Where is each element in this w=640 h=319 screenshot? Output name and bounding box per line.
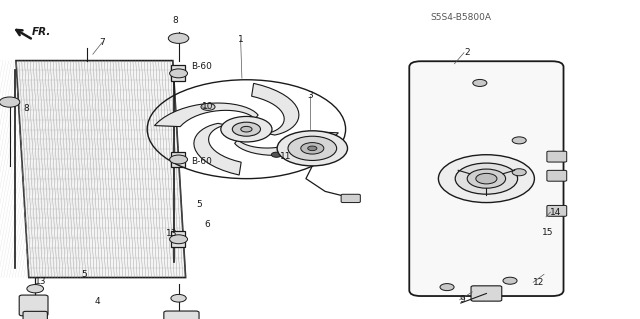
FancyBboxPatch shape	[341, 194, 360, 203]
Text: 10: 10	[202, 102, 214, 111]
Text: 8: 8	[173, 16, 178, 25]
Circle shape	[476, 174, 497, 184]
Text: FR.: FR.	[32, 27, 51, 37]
Circle shape	[0, 97, 20, 107]
Text: 11: 11	[280, 152, 291, 161]
Circle shape	[201, 103, 215, 110]
Circle shape	[221, 116, 272, 142]
Circle shape	[170, 235, 188, 244]
Text: 9: 9	[460, 295, 465, 304]
Text: 7: 7	[100, 38, 105, 47]
Circle shape	[512, 137, 526, 144]
Polygon shape	[194, 123, 241, 175]
Text: 3: 3	[307, 91, 312, 100]
Circle shape	[503, 277, 517, 284]
Text: B-60: B-60	[191, 157, 212, 166]
Text: S5S4-B5800A: S5S4-B5800A	[430, 13, 492, 22]
Circle shape	[277, 131, 348, 166]
Circle shape	[455, 163, 518, 194]
Text: 15: 15	[542, 228, 554, 237]
Polygon shape	[16, 61, 186, 278]
Text: 5: 5	[81, 271, 87, 279]
Text: 6: 6	[205, 220, 211, 229]
Text: 2: 2	[464, 48, 470, 57]
Circle shape	[170, 155, 188, 164]
Text: 14: 14	[550, 208, 562, 217]
Circle shape	[440, 284, 454, 291]
Circle shape	[438, 155, 534, 203]
FancyBboxPatch shape	[23, 311, 47, 319]
Bar	[171, 152, 185, 167]
Circle shape	[27, 285, 44, 293]
Circle shape	[171, 294, 186, 302]
Text: 13: 13	[35, 277, 47, 286]
Bar	[171, 65, 185, 81]
Circle shape	[308, 146, 317, 151]
FancyBboxPatch shape	[471, 286, 502, 301]
Circle shape	[170, 69, 188, 78]
Text: 13: 13	[166, 229, 177, 238]
Bar	[171, 231, 185, 247]
Text: B-60: B-60	[191, 63, 212, 71]
Circle shape	[301, 143, 324, 154]
Circle shape	[232, 122, 260, 136]
Circle shape	[271, 152, 282, 157]
FancyBboxPatch shape	[547, 151, 567, 162]
Text: 4: 4	[95, 297, 100, 306]
Text: 1: 1	[238, 35, 243, 44]
FancyBboxPatch shape	[164, 311, 199, 319]
Circle shape	[467, 169, 506, 188]
Circle shape	[168, 33, 189, 43]
Circle shape	[241, 126, 252, 132]
FancyBboxPatch shape	[547, 205, 567, 216]
Text: 5: 5	[196, 200, 202, 209]
FancyBboxPatch shape	[547, 170, 567, 181]
Text: 8: 8	[23, 104, 29, 113]
Text: 12: 12	[533, 278, 545, 287]
Polygon shape	[252, 83, 299, 135]
Circle shape	[288, 136, 337, 160]
Circle shape	[473, 79, 487, 86]
Polygon shape	[154, 103, 258, 127]
Polygon shape	[235, 132, 339, 155]
FancyBboxPatch shape	[410, 61, 564, 296]
Circle shape	[512, 169, 526, 176]
FancyBboxPatch shape	[19, 295, 48, 316]
